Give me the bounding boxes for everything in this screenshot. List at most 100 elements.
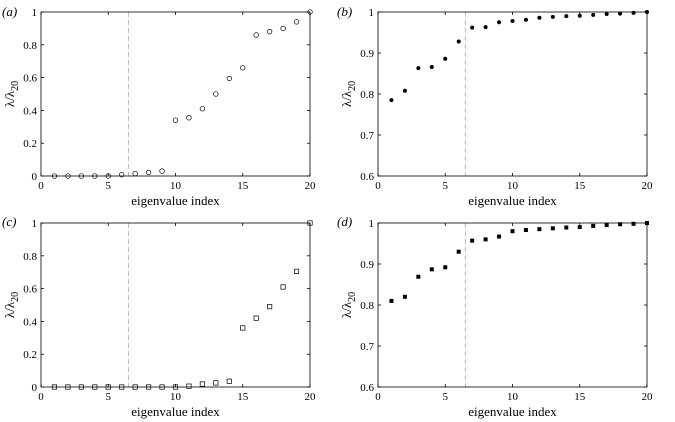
y-tick-label: 0.8	[360, 300, 374, 312]
data-point	[523, 17, 528, 22]
x-tick-label: 5	[443, 180, 449, 192]
data-point	[456, 249, 461, 254]
data-point	[618, 11, 623, 16]
data-point	[443, 56, 448, 61]
data-point	[631, 221, 636, 226]
y-tick-label: 0.6	[360, 382, 374, 394]
x-tick-label: 20	[642, 391, 654, 403]
y-tick-label: 0.4	[23, 316, 37, 328]
data-point	[172, 117, 179, 123]
data-point	[226, 378, 232, 384]
y-tick-label: 0.9	[360, 48, 374, 60]
data-point	[497, 234, 502, 239]
x-tick-label: 5	[106, 180, 112, 192]
y-tick-label: 0.9	[360, 259, 374, 271]
data-point	[402, 294, 407, 299]
data-point	[253, 32, 259, 38]
data-point	[604, 12, 609, 17]
data-point	[199, 106, 206, 112]
y-tick-label: 0.2	[23, 138, 37, 150]
axes-frame	[377, 222, 648, 388]
data-point	[537, 15, 542, 20]
y-axis-label: λ/λ20	[2, 292, 21, 318]
y-tick-label: 1	[369, 218, 375, 230]
panel-b: 0 5 10 15 20 0.6 0.7 0.8 0.9 1 eigenvalue index λ/λ…	[337, 4, 653, 208]
y-tick-label: 1	[32, 7, 38, 19]
data-point	[550, 14, 555, 19]
data-point	[213, 91, 219, 97]
y-tick-label: 0.4	[23, 105, 37, 117]
data-point	[78, 173, 84, 179]
x-tick-label: 15	[574, 391, 586, 403]
x-tick-label: 20	[305, 180, 317, 192]
data-point	[146, 384, 152, 390]
data-point	[604, 223, 609, 228]
data-point	[267, 304, 273, 310]
data-point	[226, 75, 232, 82]
x-tick-label: 20	[642, 180, 654, 192]
y-tick-label: 0.7	[360, 130, 374, 142]
y-tick-label: 0.6	[23, 73, 37, 85]
y-tick-label: 0.2	[23, 349, 37, 361]
x-axis-label: eigenvalue index	[131, 193, 220, 208]
data-point	[240, 65, 246, 71]
x-tick-label: 10	[507, 180, 519, 192]
data-point	[429, 267, 434, 272]
data-point	[119, 384, 125, 390]
y-tick-label: 0.8	[23, 40, 37, 52]
y-tick-label: 0.8	[360, 89, 374, 101]
data-point	[267, 29, 273, 35]
data-point	[631, 10, 636, 15]
data-point	[51, 384, 58, 390]
data-point	[65, 173, 71, 179]
data-point	[213, 380, 219, 386]
data-point	[550, 226, 555, 231]
axes-frame	[40, 11, 311, 177]
data-point	[577, 225, 582, 230]
x-tick-label: 0	[375, 180, 381, 192]
data-point	[645, 10, 649, 14]
data-point	[92, 384, 98, 390]
data-point	[307, 220, 313, 226]
panel-d: 0 5 10 15 20 0.6 0.7 0.8 0.9 1 eigenvalue index λ/λ…	[337, 214, 653, 419]
x-tick-label: 10	[170, 180, 182, 192]
data-point	[497, 20, 502, 25]
data-point	[456, 39, 461, 44]
x-tick-label: 0	[38, 391, 44, 403]
data-point	[577, 13, 582, 18]
panel-label: (b)	[337, 4, 352, 19]
data-point	[240, 325, 246, 331]
x-tick-label: 15	[237, 391, 249, 403]
y-tick-label: 0	[32, 171, 38, 183]
y-tick-label: 1	[32, 218, 38, 230]
axes-frame	[377, 11, 648, 177]
data-point	[307, 9, 313, 15]
data-point	[294, 268, 300, 274]
data-point	[537, 227, 542, 232]
data-point	[172, 384, 179, 390]
x-tick-label: 20	[305, 391, 317, 403]
panel-a: 0 5 10 15 20 0 0.2 0.4 0.6 0.8 1 eigenvalue index λ/…	[2, 4, 316, 208]
data-point	[132, 384, 138, 390]
data-point	[51, 173, 58, 179]
x-axis-label: eigenvalue index	[131, 404, 220, 419]
x-tick-label: 0	[375, 391, 381, 403]
data-point	[186, 383, 192, 389]
y-tick-label: 0.6	[360, 171, 374, 183]
y-axis-label: λ/λ20	[339, 292, 358, 318]
data-point	[199, 381, 205, 387]
data-point	[253, 315, 259, 321]
data-point	[470, 238, 475, 243]
data-point	[523, 227, 528, 232]
x-tick-label: 10	[507, 391, 519, 403]
x-tick-label: 0	[38, 180, 44, 192]
x-tick-label: 5	[106, 391, 112, 403]
data-point	[564, 14, 569, 19]
y-tick-label: 0.8	[23, 251, 37, 263]
y-axis-label: λ/λ20	[339, 81, 358, 107]
x-tick-label: 5	[443, 391, 449, 403]
data-point	[186, 115, 192, 121]
data-point	[145, 169, 152, 176]
data-point	[389, 98, 394, 103]
data-point	[470, 25, 475, 30]
